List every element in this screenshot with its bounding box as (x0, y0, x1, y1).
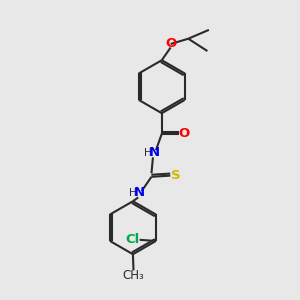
Text: O: O (178, 127, 190, 140)
Text: S: S (171, 169, 180, 182)
Text: O: O (165, 38, 176, 50)
Text: N: N (134, 186, 145, 199)
Text: CH₃: CH₃ (123, 269, 144, 282)
Text: H: H (144, 148, 152, 158)
Text: Cl: Cl (126, 233, 140, 246)
Text: H: H (129, 188, 137, 198)
Text: N: N (148, 146, 160, 159)
